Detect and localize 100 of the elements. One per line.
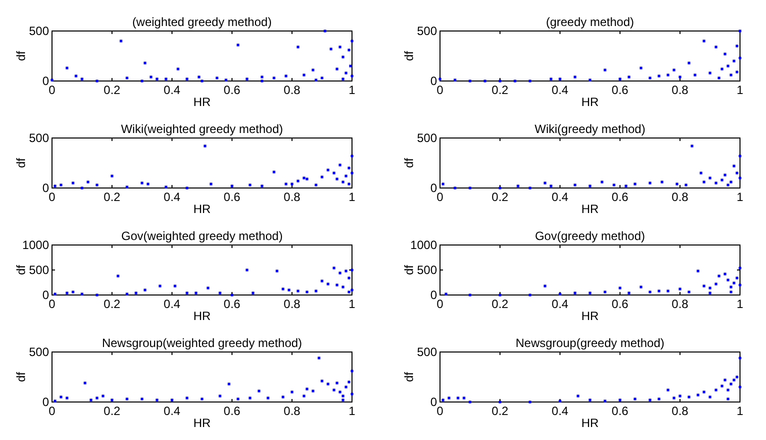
point <box>690 144 694 148</box>
point <box>350 172 354 174</box>
point <box>738 56 742 60</box>
point <box>708 396 712 398</box>
point <box>442 398 444 402</box>
point <box>544 182 546 184</box>
point <box>738 266 742 270</box>
point <box>318 356 320 360</box>
y-tick-label: 1000 <box>22 238 50 252</box>
point <box>574 292 576 294</box>
point <box>678 394 682 398</box>
point <box>588 398 592 402</box>
point <box>648 182 652 184</box>
point <box>186 186 188 190</box>
point <box>454 78 456 82</box>
point <box>306 290 308 294</box>
y-tick-label: 500 <box>416 263 438 277</box>
x-axis-title: HR <box>581 416 599 430</box>
point <box>66 396 68 400</box>
point <box>456 396 460 400</box>
y-axis-title: df <box>14 157 28 168</box>
point <box>726 278 730 282</box>
point <box>284 182 288 186</box>
point <box>688 62 690 64</box>
point <box>688 290 690 294</box>
point <box>724 52 726 56</box>
point <box>324 30 326 32</box>
point <box>708 292 712 294</box>
point <box>700 172 702 174</box>
point <box>658 74 660 78</box>
y-axis-title: df <box>14 50 28 62</box>
point <box>736 70 738 74</box>
x-tick-label: 0.2 <box>104 404 121 418</box>
point <box>164 186 168 188</box>
point <box>738 176 742 180</box>
point <box>484 80 486 82</box>
x-tick-label: 0.8 <box>672 297 689 311</box>
y-tick-label: 0 <box>42 74 50 88</box>
point <box>628 76 630 78</box>
point <box>204 144 206 148</box>
point <box>672 68 676 72</box>
x-tick-label: 0.8 <box>284 297 301 311</box>
point <box>84 382 86 384</box>
y-tick-label: 500 <box>28 24 50 38</box>
point <box>228 382 230 386</box>
point <box>126 292 128 296</box>
y-axis-title: df <box>14 264 28 276</box>
point <box>344 386 348 388</box>
x-tick-label: 0.4 <box>164 190 181 204</box>
point <box>344 72 348 74</box>
point <box>272 170 276 174</box>
point <box>246 78 248 80</box>
point <box>624 184 628 188</box>
point <box>338 390 342 394</box>
y-axis-title: df <box>402 50 416 62</box>
point <box>350 154 354 158</box>
x-tick-label: 0.8 <box>672 83 689 97</box>
point <box>164 78 168 80</box>
point <box>342 180 344 184</box>
point <box>120 40 122 42</box>
x-tick-label: 0.2 <box>104 83 121 97</box>
point <box>732 378 736 382</box>
point <box>54 184 56 188</box>
point <box>348 166 350 170</box>
point <box>348 380 350 384</box>
point <box>186 78 188 80</box>
point <box>738 284 742 286</box>
chart-title: (greedy method) <box>546 15 634 29</box>
point <box>252 292 254 294</box>
point <box>604 290 606 294</box>
x-tick-label: 0.2 <box>104 190 121 204</box>
point <box>66 66 68 70</box>
y-tick-label: 500 <box>416 24 438 38</box>
point <box>332 388 336 392</box>
point <box>156 398 158 402</box>
point <box>349 64 352 68</box>
point <box>640 66 642 70</box>
point <box>736 172 738 174</box>
point <box>246 268 248 272</box>
point <box>550 78 552 80</box>
x-tick-label: 0.6 <box>612 83 629 97</box>
point <box>350 40 354 42</box>
point <box>658 290 660 292</box>
point <box>726 184 730 186</box>
chart-title: Newsgroup(greedy method) <box>516 336 664 350</box>
point <box>326 282 330 286</box>
point <box>158 284 162 288</box>
point <box>720 68 724 70</box>
x-tick-label: 0.4 <box>164 297 181 311</box>
point <box>678 76 682 78</box>
point <box>442 182 444 186</box>
x-tick-label: 0.6 <box>224 83 241 97</box>
point <box>282 396 284 398</box>
point <box>200 398 204 400</box>
point <box>144 62 146 64</box>
point <box>732 60 736 62</box>
point <box>342 286 344 288</box>
point <box>336 68 338 70</box>
y-tick-label: 0 <box>430 74 438 88</box>
y-tick-label: 0 <box>430 288 438 302</box>
